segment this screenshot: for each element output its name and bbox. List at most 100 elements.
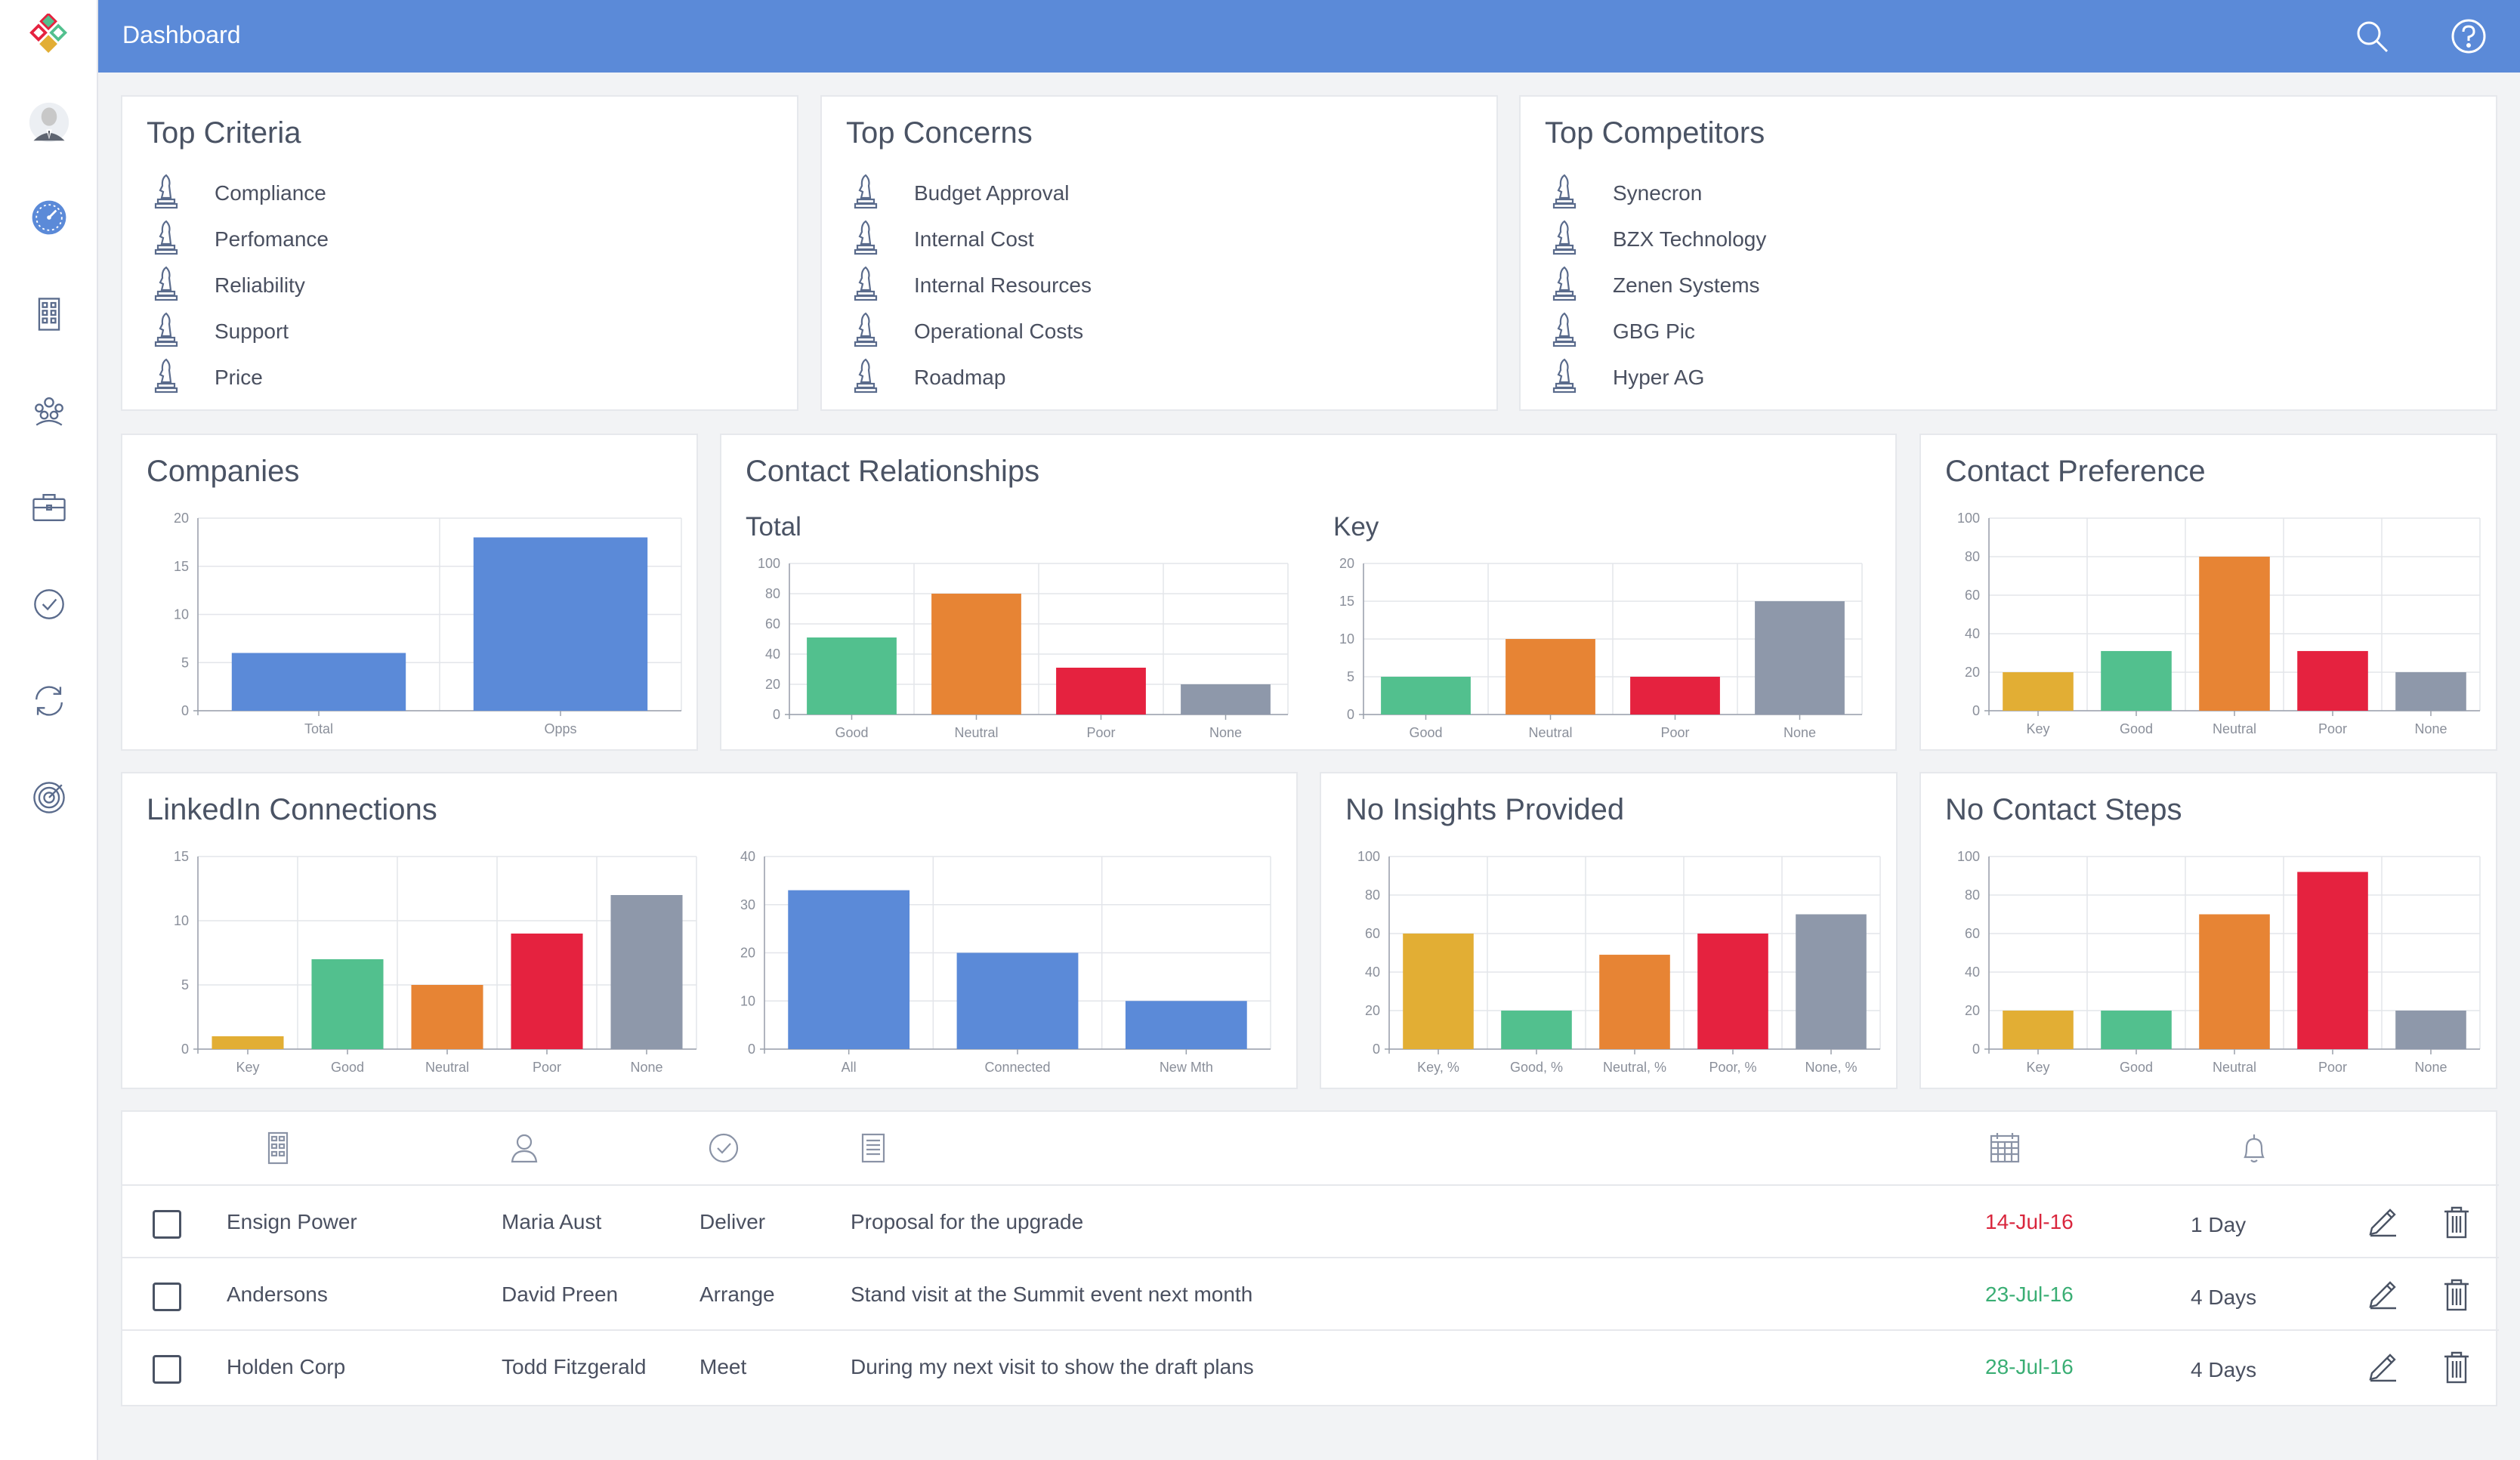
action-cell: Arrange: [699, 1283, 775, 1306]
bar: [511, 934, 583, 1049]
x-tick-label: None: [1209, 725, 1242, 740]
sync-icon[interactable]: [26, 678, 72, 724]
list-item[interactable]: Synecron: [1549, 171, 1702, 216]
card-title: Contact Relationships: [746, 455, 1040, 488]
company-cell[interactable]: Andersons: [227, 1283, 328, 1306]
contact-cell[interactable]: Todd Fitzgerald: [502, 1355, 647, 1378]
calendar-icon[interactable]: [1985, 1128, 2024, 1168]
bar: [1181, 684, 1271, 715]
bar: [956, 952, 1079, 1049]
x-tick-label: Neutral: [2213, 1060, 2256, 1075]
x-tick-label: None: [2414, 721, 2447, 736]
list-item[interactable]: GBG Pic: [1549, 309, 1695, 354]
y-tick-label: 0: [1347, 707, 1354, 722]
table-row[interactable]: Ensign Power Maria Aust Deliver Proposal fo…: [122, 1184, 2499, 1257]
chess-knight-icon: [851, 218, 881, 261]
chess-knight-icon: [151, 172, 181, 215]
help-icon[interactable]: [2449, 17, 2488, 56]
due-date-cell: 23-Jul-16: [1985, 1283, 2074, 1306]
bar: [2297, 872, 2368, 1049]
y-tick-label: 0: [748, 1042, 755, 1057]
row-checkbox[interactable]: [153, 1210, 181, 1239]
table-row[interactable]: Andersons David Preen Arrange Stand visit a…: [122, 1257, 2499, 1329]
gauge-icon[interactable]: [26, 195, 72, 240]
delete-icon[interactable]: [2437, 1347, 2476, 1387]
list-item[interactable]: Roadmap: [851, 355, 1005, 400]
list-item[interactable]: Internal Resources: [851, 263, 1092, 308]
delete-icon[interactable]: [2437, 1202, 2476, 1242]
contact-cell[interactable]: Maria Aust: [502, 1210, 602, 1233]
person-icon[interactable]: [505, 1128, 544, 1168]
description-cell[interactable]: Stand visit at the Summit event next mon…: [851, 1283, 1253, 1306]
contact-preference-card: Contact Preference 0 20 40 60 80 100 Key Good Ne…: [1919, 434, 2497, 751]
contact-cell[interactable]: David Preen: [502, 1283, 619, 1306]
delete-icon[interactable]: [2437, 1275, 2476, 1314]
logo-icon[interactable]: [26, 12, 72, 57]
no-contact-steps-card: No Contact Steps 0 20 40 60 80 100 Key Good Neut…: [1919, 772, 2497, 1089]
row-checkbox[interactable]: [153, 1355, 181, 1384]
target-icon[interactable]: [26, 775, 72, 820]
y-tick-label: 40: [765, 647, 780, 662]
x-tick-label: Poor: [1086, 725, 1115, 740]
y-tick-label: 40: [740, 849, 755, 864]
y-tick-label: 60: [1365, 926, 1380, 941]
list-item[interactable]: Support: [151, 309, 289, 354]
company-cell[interactable]: Holden Corp: [227, 1355, 346, 1378]
chess-knight-icon: [851, 172, 881, 215]
bar: [788, 890, 910, 1049]
list-item[interactable]: Hyper AG: [1549, 355, 1704, 400]
x-tick-label: None, %: [1805, 1060, 1857, 1075]
building-icon[interactable]: [258, 1128, 298, 1168]
contact-preference-chart: 0 20 40 60 80 100 Key Good Neutral Poor None: [1957, 511, 2481, 736]
avatar[interactable]: [26, 100, 72, 145]
bar: [1381, 677, 1471, 715]
x-tick-label: Total: [304, 721, 333, 736]
x-tick-label: Good: [1409, 725, 1442, 740]
y-tick-label: 40: [1965, 965, 1980, 980]
bar: [1796, 914, 1867, 1049]
sidebar: [0, 0, 98, 1460]
chess-knight-icon: [1549, 172, 1580, 215]
edit-icon[interactable]: [2363, 1347, 2402, 1387]
document-icon[interactable]: [854, 1128, 893, 1168]
check-circle-icon[interactable]: [704, 1128, 743, 1168]
table-row[interactable]: Holden Corp Todd Fitzgerald Meet During my …: [122, 1329, 2499, 1402]
list-item[interactable]: Internal Cost: [851, 217, 1034, 262]
company-cell[interactable]: Ensign Power: [227, 1210, 357, 1233]
x-tick-label: Neutral: [954, 725, 998, 740]
list-item[interactable]: Reliability: [151, 263, 305, 308]
list-item[interactable]: Zenen Systems: [1549, 263, 1760, 308]
list-item[interactable]: Compliance: [151, 171, 326, 216]
briefcase-icon[interactable]: [26, 485, 72, 530]
x-tick-label: All: [842, 1060, 857, 1075]
list-item[interactable]: Operational Costs: [851, 309, 1083, 354]
bar: [2003, 1011, 2074, 1049]
search-icon[interactable]: [2352, 17, 2392, 56]
chess-knight-icon: [1549, 218, 1580, 261]
list-item-label: Perfomance: [215, 227, 329, 251]
bar: [2395, 672, 2466, 711]
bar: [212, 1036, 284, 1049]
description-cell[interactable]: Proposal for the upgrade: [851, 1210, 1084, 1233]
bell-icon[interactable]: [2234, 1128, 2274, 1168]
y-tick-label: 0: [773, 707, 780, 722]
list-item[interactable]: Budget Approval: [851, 171, 1070, 216]
description-cell[interactable]: During my next visit to show the draft p…: [851, 1355, 1254, 1378]
row-checkbox[interactable]: [153, 1283, 181, 1311]
y-tick-label: 10: [740, 993, 755, 1008]
y-tick-label: 5: [1347, 669, 1354, 684]
edit-icon[interactable]: [2363, 1275, 2402, 1314]
list-item-label: Internal Cost: [914, 227, 1034, 251]
list-item[interactable]: Price: [151, 355, 263, 400]
edit-icon[interactable]: [2363, 1202, 2402, 1242]
people-icon[interactable]: [26, 388, 72, 434]
y-tick-label: 20: [1339, 556, 1354, 571]
x-tick-label: Neutral: [2213, 721, 2256, 736]
chess-knight-icon: [151, 264, 181, 307]
x-tick-label: Connected: [984, 1060, 1050, 1075]
check-circle-icon[interactable]: [26, 582, 72, 627]
list-item[interactable]: Perfomance: [151, 217, 329, 262]
list-item[interactable]: BZX Technology: [1549, 217, 1766, 262]
building-icon[interactable]: [26, 292, 72, 337]
bar: [610, 895, 683, 1049]
